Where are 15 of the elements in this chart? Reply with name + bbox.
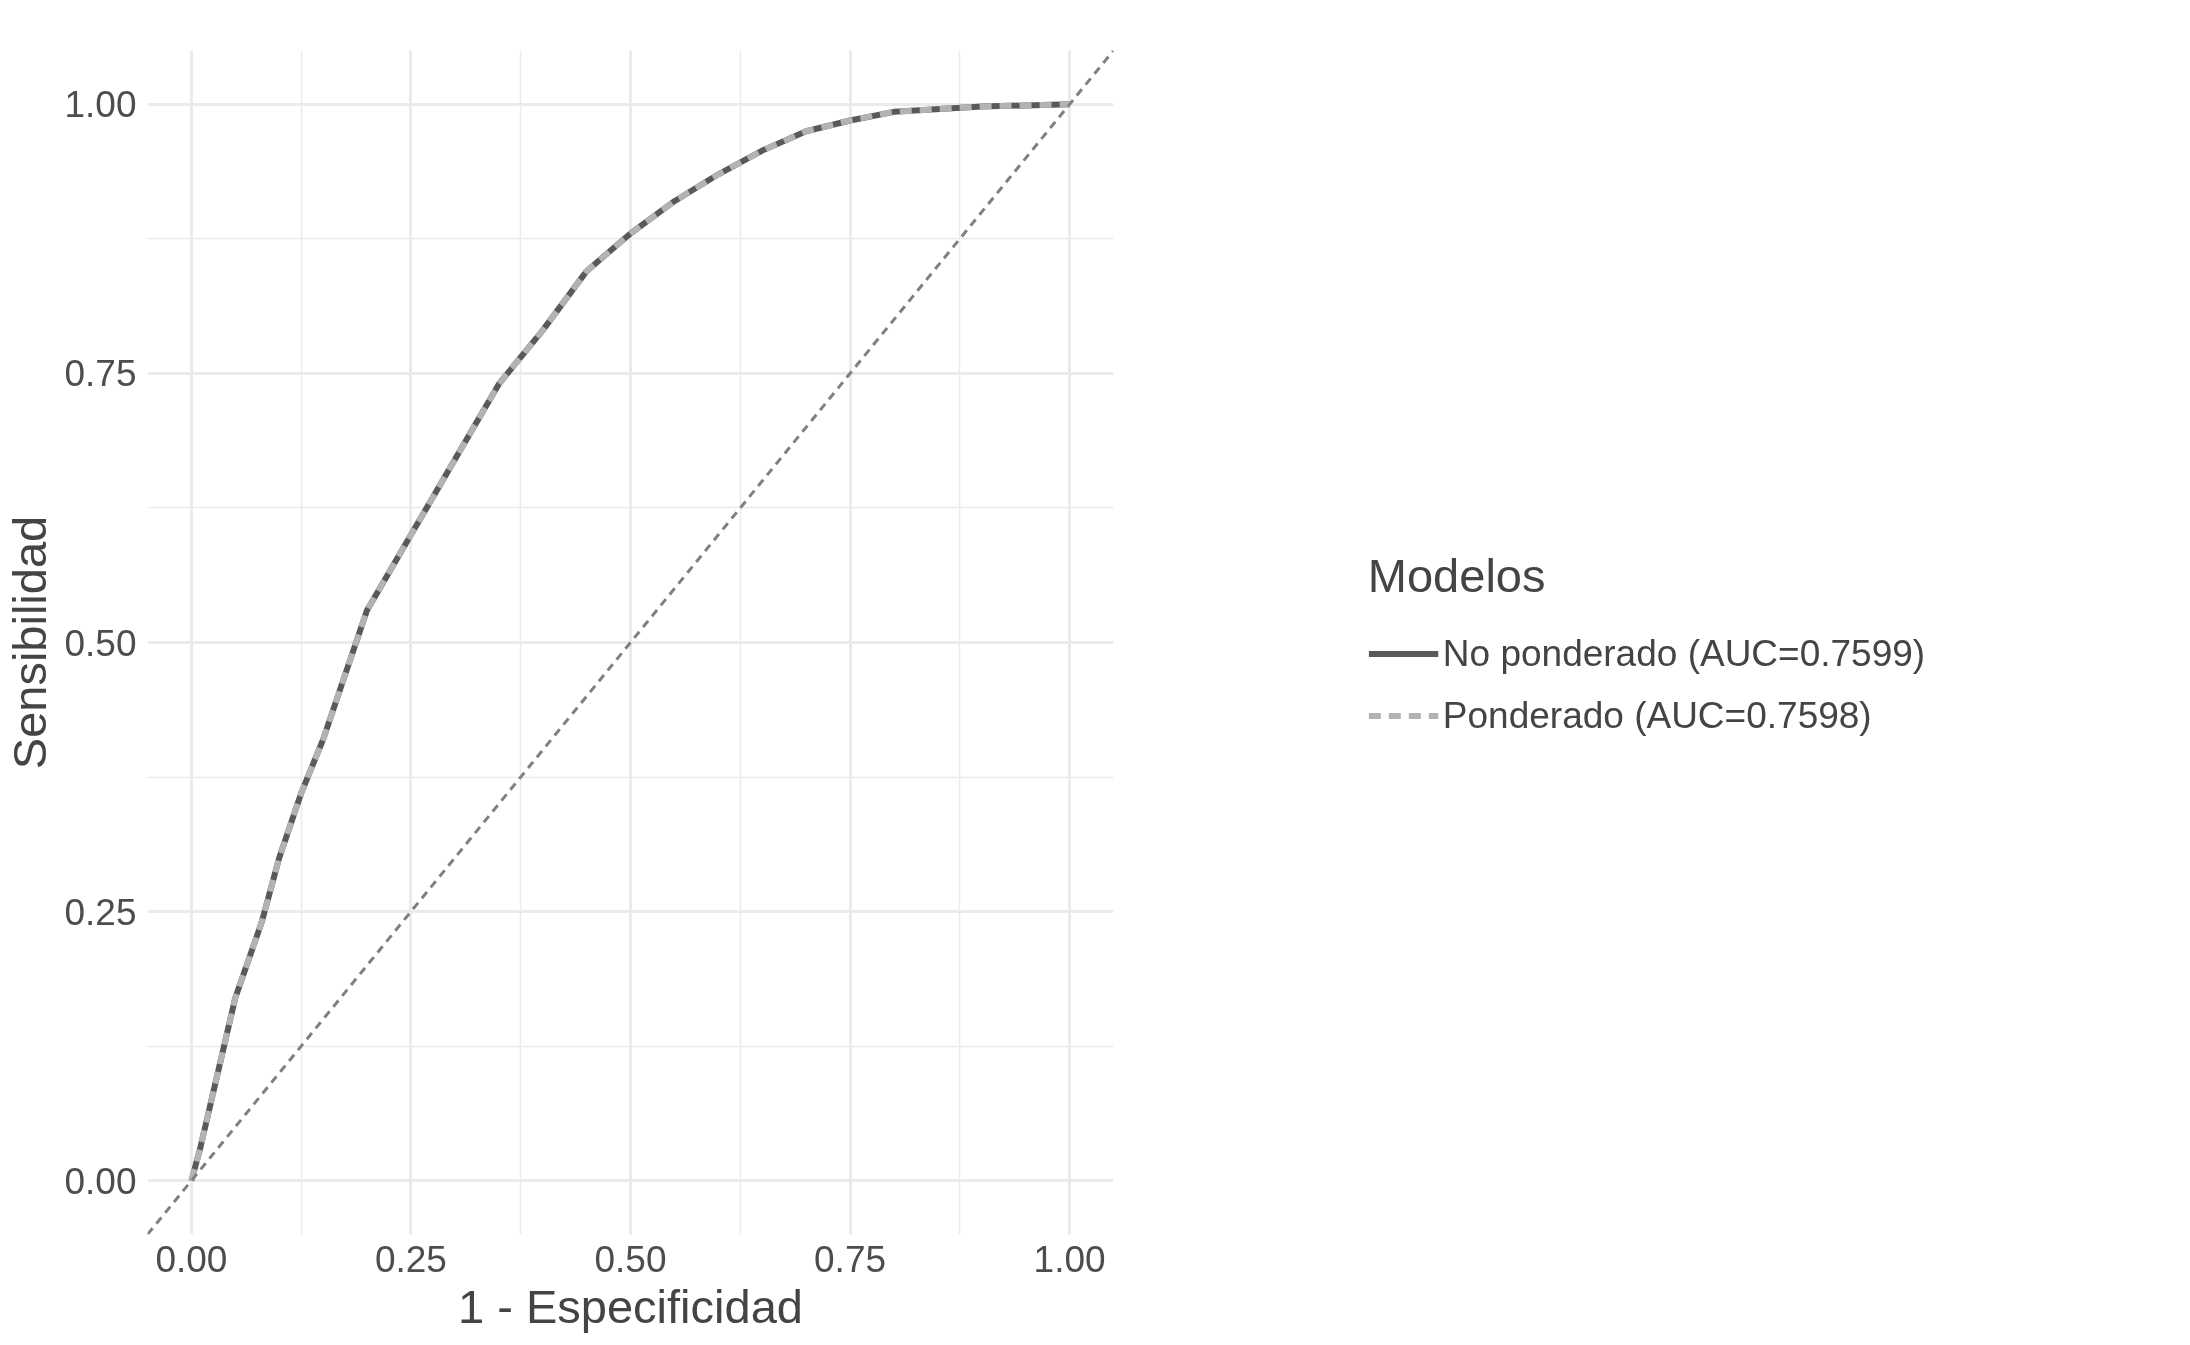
x-axis-title: 1 - Especificidad <box>458 1279 803 1333</box>
x-tick-label: 0.50 <box>594 1238 667 1280</box>
legend-label: Ponderado (AUC=0.7598) <box>1442 694 1872 737</box>
legend-label: No ponderado (AUC=0.7599) <box>1442 632 1926 675</box>
x-tick-label: 0.75 <box>814 1238 887 1280</box>
legend-title: Modelos <box>1367 547 1547 603</box>
y-tick-label: 0.75 <box>64 353 137 395</box>
x-tick-label: 1.00 <box>1033 1238 1106 1280</box>
y-axis-title: Sensibilidad <box>3 515 57 770</box>
y-tick-label: 1.00 <box>64 84 137 126</box>
y-tick-label: 0.50 <box>64 622 137 664</box>
x-tick-label: 0.25 <box>374 1238 447 1280</box>
y-tick-label: 0.00 <box>64 1160 137 1202</box>
y-tick-label: 0.25 <box>64 891 137 933</box>
x-tick-label: 0.00 <box>155 1238 228 1280</box>
